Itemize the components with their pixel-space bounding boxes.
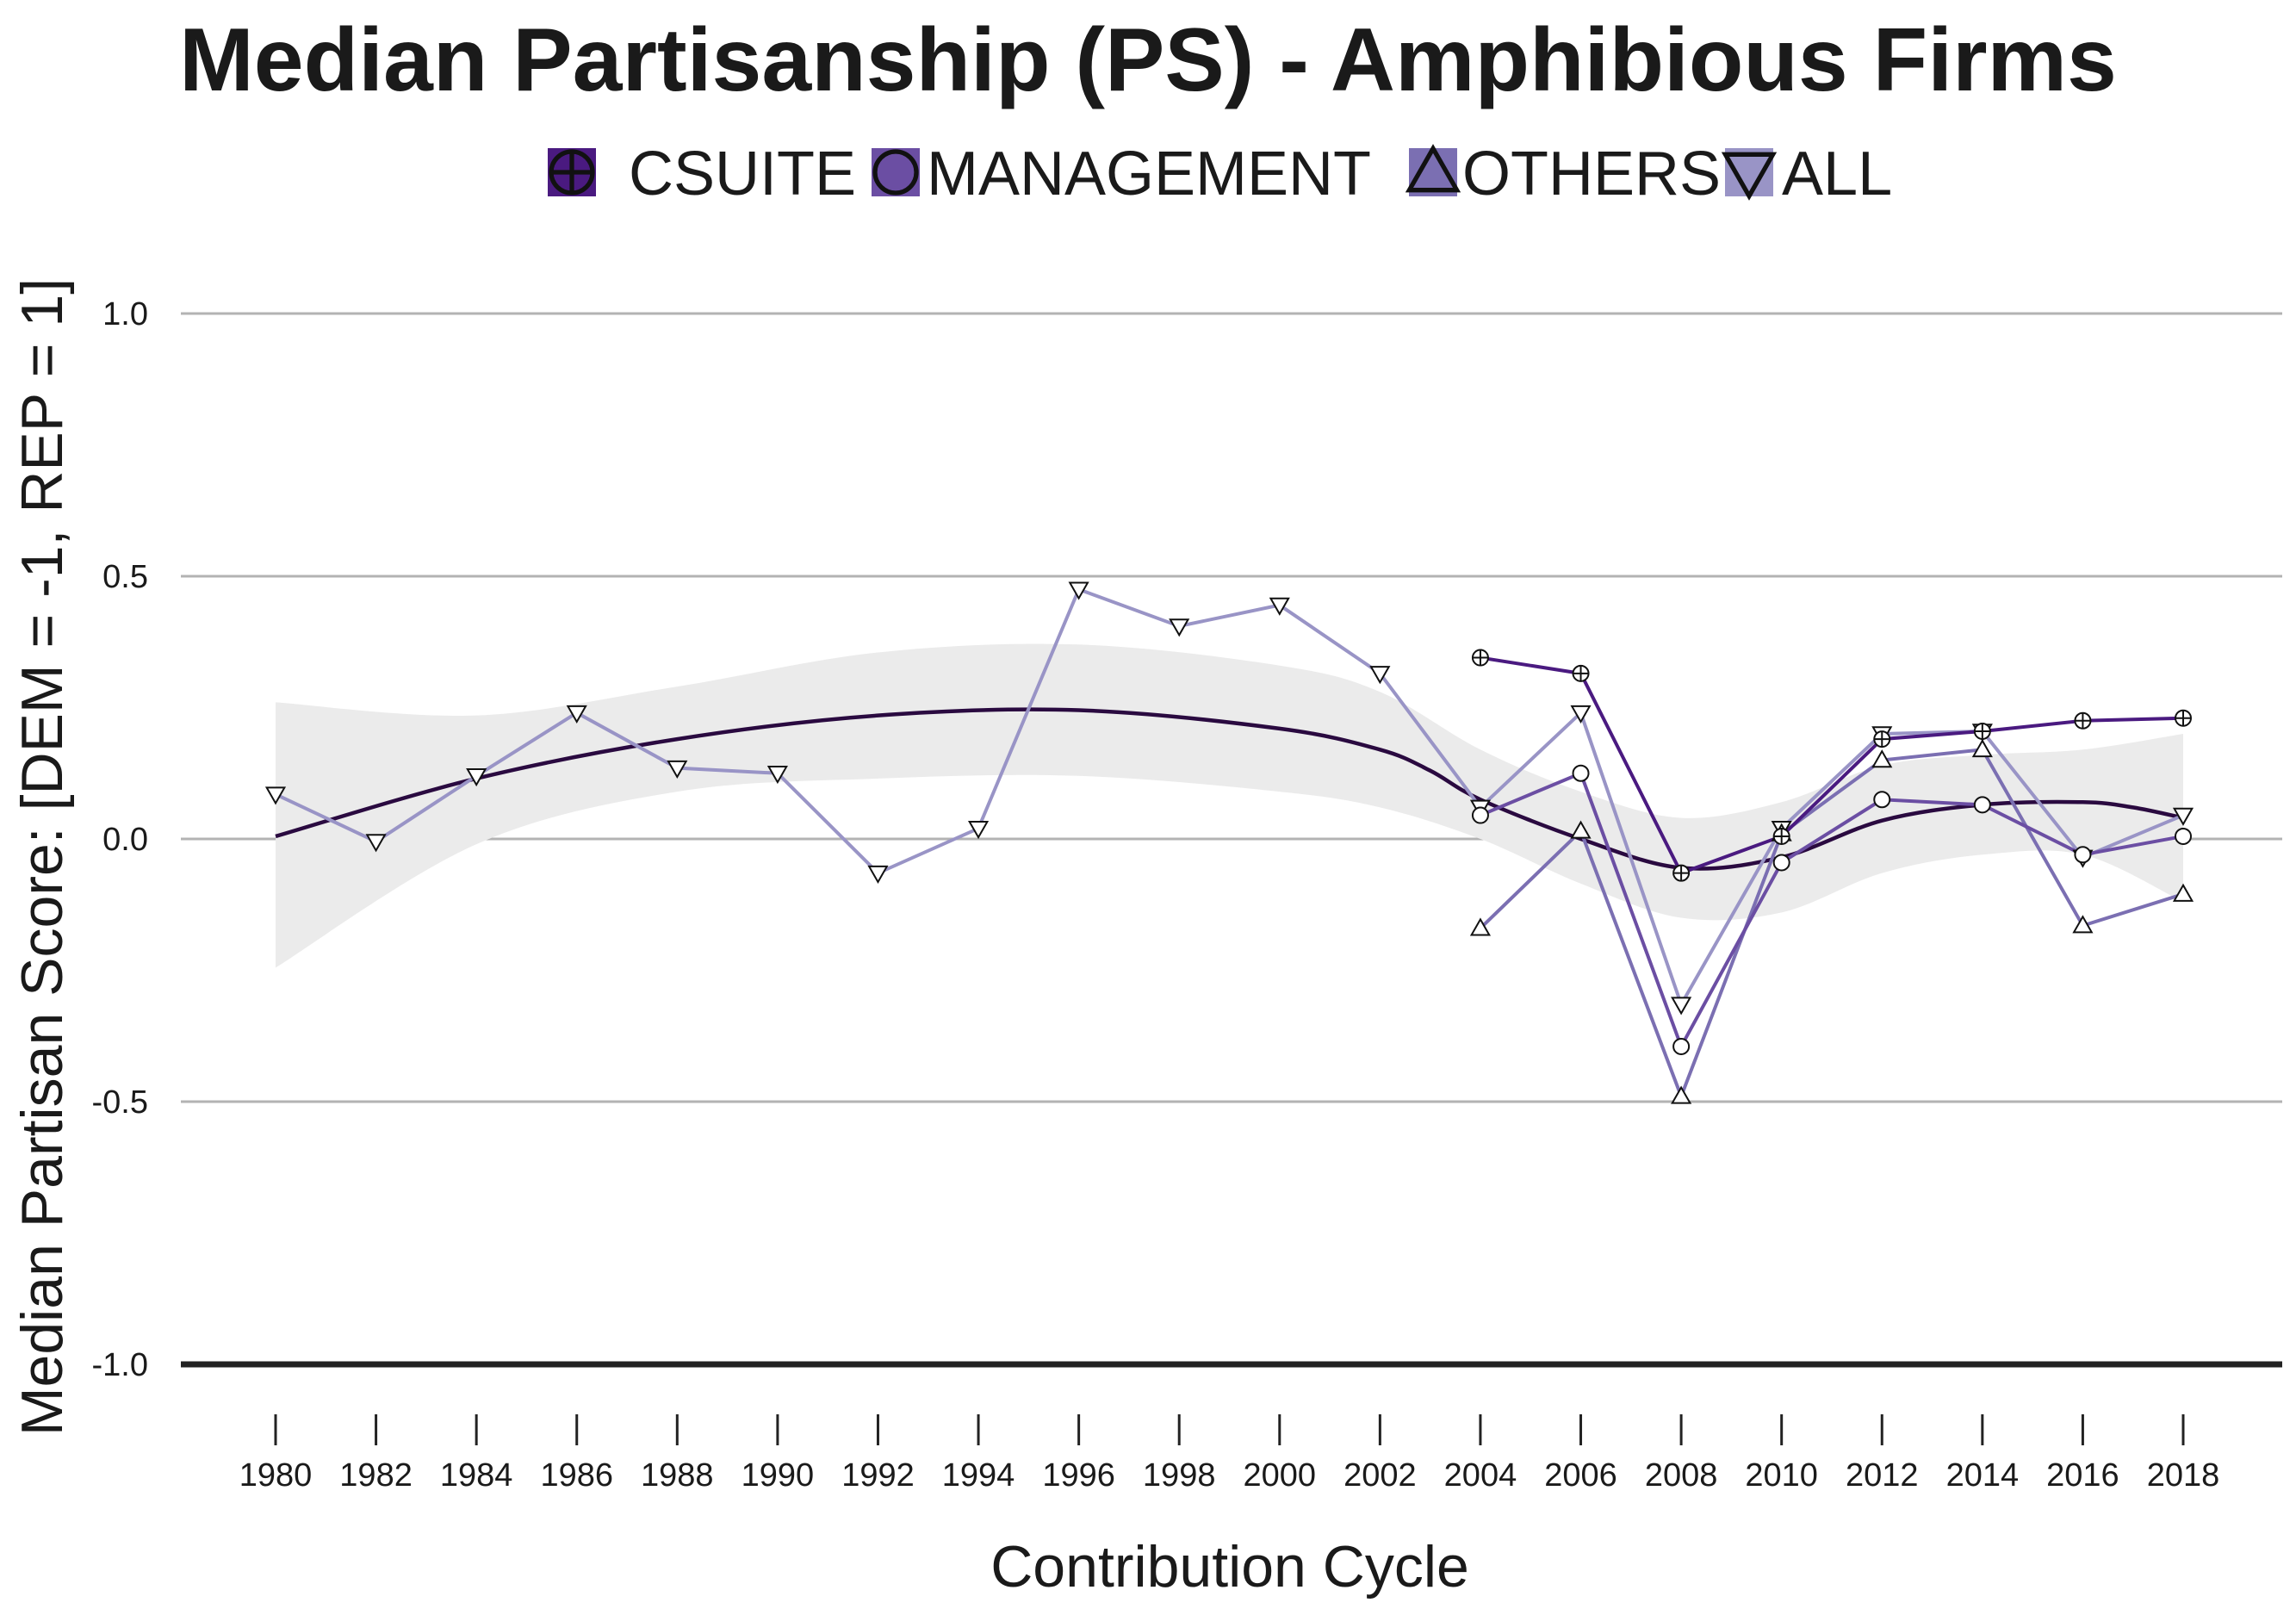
data-point-all: [1068, 581, 1089, 600]
series-line-management: [1480, 771, 2184, 1051]
data-point-all: [2172, 807, 2194, 826]
data-point-all: [466, 768, 487, 787]
series-lines: [275, 587, 2184, 1102]
x-axis-ticks: 1980 1982 1984 1986 1988 1990 1992 1994 1996 1998…: [239, 1414, 2220, 1494]
grid-lines: [181, 312, 2282, 1368]
legend-item-csuite: CSUITE: [548, 140, 856, 208]
data-point-others: [2072, 915, 2094, 934]
data-point-all: [1570, 705, 1592, 724]
y-tick-label: -0.5: [92, 1084, 148, 1121]
data-point-others: [1971, 738, 1993, 758]
x-tick-label: 1986: [540, 1457, 613, 1494]
y-tick-label: 0.0: [102, 822, 148, 858]
x-tick-label: 2016: [2046, 1457, 2119, 1494]
legend-key-marker: [1721, 152, 1778, 201]
x-tick-label: 2010: [1745, 1457, 1818, 1494]
y-tick-label: 0.5: [102, 559, 148, 595]
data-point-all: [766, 765, 788, 785]
x-tick-label: 1994: [942, 1457, 1015, 1494]
x-tick-label: 1992: [841, 1457, 915, 1494]
legend-key-marker: [549, 149, 595, 196]
data-point-others: [1871, 749, 1893, 768]
data-point-csuite: [1572, 664, 1590, 682]
x-tick-label: 2000: [1244, 1457, 1317, 1494]
y-tick-label: 1.0: [102, 296, 148, 332]
x-tick-label: 2006: [1544, 1457, 1617, 1494]
data-point-all: [1369, 666, 1391, 685]
data-point-others: [1671, 1085, 1692, 1104]
data-point-others: [1469, 917, 1492, 936]
data-point-management: [1973, 796, 1991, 814]
x-tick-label: 2002: [1343, 1457, 1417, 1494]
legend-label: ALL: [1782, 140, 1892, 208]
data-point-all: [566, 705, 587, 724]
legend-item-all: ALL: [1721, 140, 1892, 208]
x-tick-label: 1980: [239, 1457, 313, 1494]
data-point-all: [1671, 997, 1692, 1016]
data-point-management: [1772, 854, 1790, 872]
legend-item-others: OTHERS: [1405, 140, 1721, 208]
legend-label: CSUITE: [629, 140, 856, 208]
data-point-others: [1570, 820, 1592, 839]
data-point-csuite: [2074, 711, 2092, 730]
x-tick-label: 1998: [1143, 1457, 1216, 1494]
data-point-management: [2074, 846, 2092, 864]
x-tick-label: 2004: [1444, 1457, 1517, 1494]
data-point-management: [1672, 1037, 1691, 1055]
data-point-management: [1471, 806, 1489, 824]
data-point-all: [1269, 597, 1290, 616]
series-line-all: [275, 587, 2184, 1009]
series-markers: [264, 581, 2194, 1104]
legend-item-management: MANAGEMENT: [872, 140, 1371, 208]
x-tick-label: 1988: [641, 1457, 714, 1494]
series-line-others: [1479, 748, 2184, 1102]
data-point-csuite: [1772, 827, 1790, 845]
data-point-all: [667, 760, 688, 780]
series-line-csuite: [1480, 655, 2184, 876]
trend-line: [275, 707, 2184, 871]
data-point-management: [1873, 791, 1891, 809]
y-tick-label: -1.0: [92, 1347, 148, 1383]
x-tick-label: 2008: [1645, 1457, 1718, 1494]
legend: CSUITE MANAGEMENT OTHERS ALL: [548, 140, 1892, 208]
x-tick-label: 2014: [1946, 1457, 2020, 1494]
data-point-management: [2175, 827, 2192, 845]
data-point-csuite: [2175, 709, 2192, 727]
x-tick-label: 1984: [440, 1457, 513, 1494]
data-point-csuite: [1672, 864, 1691, 882]
data-point-management: [1572, 764, 1590, 782]
y-axis-ticks: 1.0 0.5 0.0 -0.5 -1.0: [92, 296, 148, 1383]
data-point-csuite: [1471, 649, 1489, 667]
data-point-all: [264, 786, 287, 805]
confidence-band: [276, 643, 2183, 968]
x-axis-title: Contribution Cycle: [990, 1534, 1469, 1599]
data-point-all: [365, 834, 387, 853]
x-tick-label: 1982: [339, 1457, 413, 1494]
confidence-band-area: [276, 643, 2183, 968]
data-point-all: [967, 821, 990, 840]
legend-label: MANAGEMENT: [927, 140, 1371, 208]
data-point-all: [867, 865, 889, 885]
legend-label: OTHERS: [1462, 140, 1721, 208]
y-axis-title: Median Partisan Score: [DEM = -1, REP = …: [9, 278, 75, 1436]
trend-line-path: [275, 707, 2184, 871]
x-tick-label: 2012: [1846, 1457, 1919, 1494]
data-point-all: [1169, 618, 1190, 637]
data-point-csuite: [1873, 730, 1891, 748]
data-point-others: [2172, 883, 2194, 902]
legend-key-swatch: [872, 148, 920, 196]
x-tick-label: 1996: [1042, 1457, 1115, 1494]
x-tick-label: 1990: [742, 1457, 815, 1494]
chart-title: Median Partisanship (PS) - Amphibious Fi…: [179, 10, 2117, 110]
data-point-csuite: [1973, 722, 1991, 740]
legend-key-marker: [1405, 144, 1461, 193]
x-tick-label: 2018: [2147, 1457, 2220, 1494]
legend-key-marker: [872, 149, 919, 196]
